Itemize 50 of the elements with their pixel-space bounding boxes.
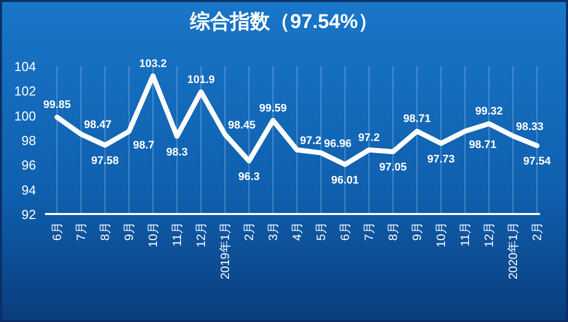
x-tick-label: 8月 — [98, 222, 112, 241]
x-tick-label: 7月 — [74, 222, 88, 241]
data-label: 98.71 — [469, 139, 497, 152]
y-tick-label: 96 — [22, 158, 36, 173]
x-tick-label: 12月 — [482, 222, 496, 248]
x-tick-label: 9月 — [410, 222, 424, 241]
x-tick-label: 2020年1月 — [506, 222, 520, 280]
x-tick-label: 10月 — [146, 222, 160, 248]
data-label: 97.73 — [427, 153, 455, 166]
x-tick-label: 4月 — [290, 222, 304, 241]
x-tick-label: 5月 — [314, 222, 328, 241]
data-label: 98.7 — [133, 139, 154, 152]
x-tick-label: 2月 — [530, 222, 544, 241]
data-label: 101.9 — [187, 74, 215, 86]
data-label: 103.2 — [139, 58, 167, 70]
x-tick-label: 12月 — [194, 222, 208, 248]
data-label: 98.47 — [84, 119, 112, 132]
data-label: 99.32 — [475, 106, 503, 118]
x-tick-label: 2019年1月 — [218, 222, 232, 280]
y-tick-label: 100 — [14, 108, 36, 124]
x-tick-label: 11月 — [458, 222, 472, 246]
data-label: 97.58 — [91, 155, 119, 168]
y-tick-label: 92 — [22, 207, 36, 222]
chart-title: 综合指数（97.54%） — [189, 10, 378, 33]
y-tick-label: 98 — [22, 133, 36, 148]
x-tick-label: 6月 — [338, 222, 352, 241]
data-label: 99.85 — [43, 99, 71, 112]
x-tick-label: 3月 — [266, 222, 280, 241]
data-label: 97.2 — [300, 134, 322, 147]
x-tick-label: 6月 — [50, 222, 64, 241]
data-label: 96.3 — [238, 170, 260, 183]
x-tick-label: 10月 — [434, 222, 448, 248]
data-label: 96.01 — [331, 174, 359, 187]
x-tick-label: 9月 — [122, 222, 136, 241]
data-label: 98.45 — [228, 119, 256, 132]
x-tick-label: 7月 — [362, 222, 376, 241]
data-label: 97.2 — [358, 132, 380, 144]
data-label: 98.71 — [403, 113, 431, 126]
x-tick-label: 8月 — [386, 222, 400, 241]
y-tick-label: 94 — [22, 182, 36, 198]
x-tick-label: 2月 — [242, 222, 256, 241]
data-label: 98.33 — [516, 120, 544, 133]
y-tick-label: 102 — [14, 84, 36, 99]
x-tick-label: 11月 — [170, 222, 184, 246]
data-label: 97.54 — [523, 156, 552, 168]
y-tick-label: 104 — [14, 59, 36, 74]
data-label: 97.05 — [379, 162, 407, 174]
data-label: 99.59 — [259, 102, 287, 114]
data-label: 98.3 — [166, 146, 188, 158]
data-label: 96.96 — [324, 138, 352, 150]
